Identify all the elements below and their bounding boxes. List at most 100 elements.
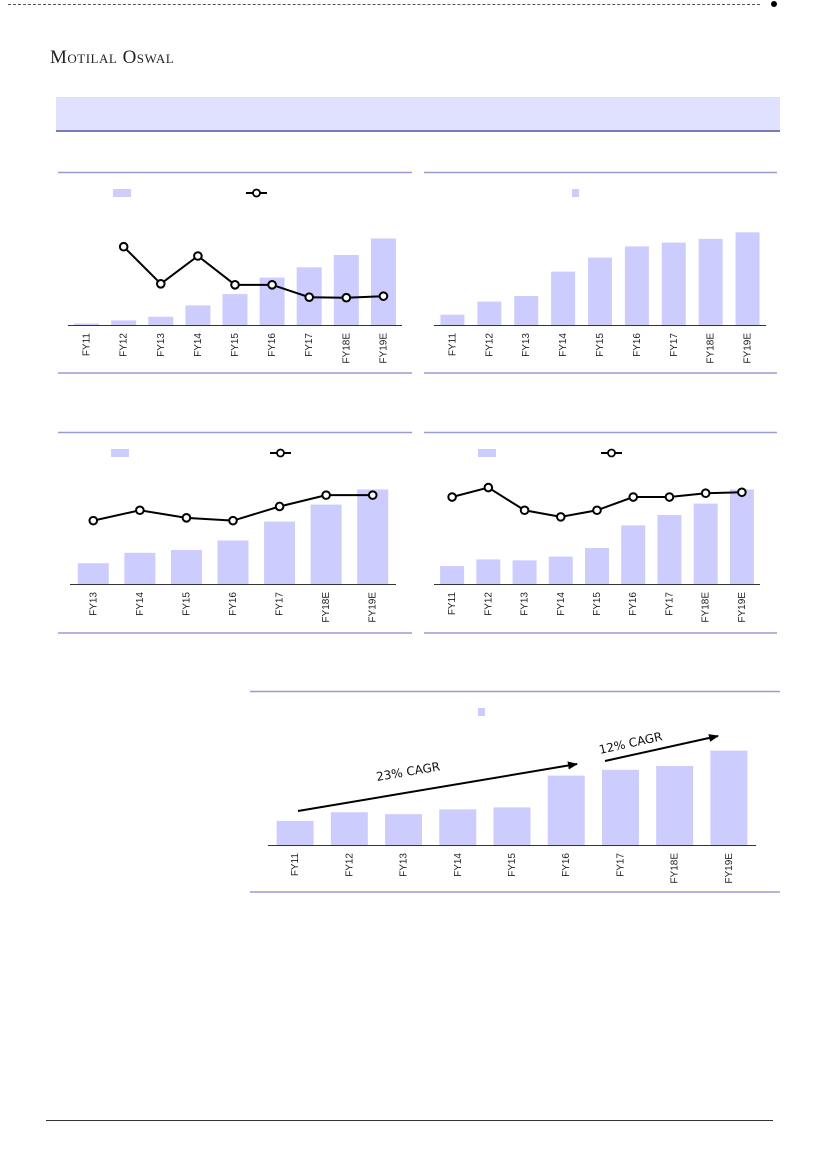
x-tick-label: FY12 bbox=[119, 333, 130, 357]
x-tick-label: FY11 bbox=[82, 333, 93, 357]
x-tick-label: FY15 bbox=[507, 853, 518, 877]
bar-FY15 bbox=[588, 257, 612, 325]
bar-FY19E bbox=[370, 238, 396, 325]
line-point bbox=[228, 515, 238, 526]
x-tick-label: FY19E bbox=[378, 333, 389, 364]
line-point bbox=[274, 501, 285, 512]
x-tick-label: FY12 bbox=[344, 853, 355, 877]
x-tick-label: FY11 bbox=[290, 853, 301, 877]
x-tick-label: FY18E bbox=[701, 592, 712, 623]
bar-FY19E bbox=[357, 489, 389, 584]
x-tick-label: FY18E bbox=[706, 333, 717, 364]
bar-FY17 bbox=[601, 769, 639, 845]
bar-FY14 bbox=[439, 809, 477, 845]
chart-svg: FY11 FY12 FY13 FY14 FY15 FY16 FY17 FY18E FY19E bbox=[424, 431, 777, 634]
bar-FY19E bbox=[729, 489, 754, 584]
chart-svg: FY11 FY12 FY13 FY14 FY15 FY16 FY17 FY18E FY19E bbox=[58, 171, 412, 374]
x-tick-label: FY13 bbox=[399, 853, 410, 877]
x-tick-label: FY15 bbox=[181, 592, 192, 616]
x-tick-label: FY14 bbox=[135, 592, 146, 616]
bar-FY16 bbox=[621, 525, 646, 584]
bar-FY15 bbox=[222, 294, 248, 325]
bar-FY11 bbox=[276, 820, 314, 845]
chart-panel-3: FY13 FY14 FY15 FY16 FY17 FY18E FY19E bbox=[58, 431, 412, 636]
x-tick-label: FY13 bbox=[88, 592, 99, 616]
line-point bbox=[700, 488, 711, 499]
footer-rule bbox=[46, 1120, 773, 1121]
x-tick-label: FY17 bbox=[615, 853, 626, 877]
bar-FY12 bbox=[477, 301, 502, 325]
chart-svg: FY11 FY12 FY13 FY14 FY15 FY16 FY17 FY18E FY19E bbox=[424, 171, 777, 374]
x-tick-label: FY15 bbox=[592, 592, 603, 616]
x-tick-label: FY19E bbox=[743, 333, 754, 364]
bar-FY16 bbox=[217, 540, 249, 584]
bar-FY16 bbox=[547, 775, 585, 845]
x-tick-label: FY18E bbox=[341, 333, 352, 364]
bar-FY11 bbox=[74, 323, 100, 325]
legend-line-marker bbox=[276, 448, 285, 458]
bar-FY14 bbox=[551, 271, 576, 325]
bar-FY13 bbox=[514, 295, 539, 325]
line-point bbox=[341, 292, 352, 303]
line-point bbox=[483, 482, 494, 493]
bar-FY15 bbox=[585, 548, 609, 584]
line-point bbox=[135, 505, 145, 516]
bar-FY12 bbox=[111, 320, 137, 325]
page-marker-dot bbox=[771, 1, 777, 7]
x-tick-label: FY14 bbox=[453, 853, 464, 877]
x-tick-label: FY16 bbox=[267, 333, 278, 357]
bar-FY13 bbox=[148, 316, 174, 325]
x-tick-label: FY17 bbox=[304, 333, 315, 357]
line-point bbox=[737, 487, 747, 498]
line-point bbox=[181, 513, 192, 523]
chart-svg: FY13 FY14 FY15 FY16 FY17 FY18E FY19E bbox=[58, 431, 412, 634]
cagr-label-2: 12% CAGR bbox=[598, 729, 664, 757]
x-tick-label: FY17 bbox=[275, 592, 286, 616]
bar-FY13 bbox=[385, 814, 423, 845]
x-tick-label: FY12 bbox=[483, 592, 494, 616]
x-tick-label: FY15 bbox=[595, 333, 606, 357]
line-point bbox=[155, 279, 166, 289]
chart-panel-1: FY11 FY12 FY13 FY14 FY15 FY16 FY17 FY18E FY19E bbox=[58, 171, 412, 376]
x-tick-label: FY19E bbox=[724, 853, 735, 884]
bar-FY19E bbox=[710, 750, 748, 845]
line-point bbox=[267, 280, 277, 290]
x-tick-label: FY19E bbox=[737, 592, 748, 623]
chart-panel-4: FY11 FY12 FY13 FY14 FY15 FY16 FY17 FY18E FY19E bbox=[424, 431, 777, 636]
legend-bar-swatch bbox=[113, 189, 131, 197]
bar-FY18E bbox=[656, 765, 694, 845]
bar-FY18E bbox=[693, 503, 718, 584]
cagr-arrow-1 bbox=[297, 761, 578, 812]
line-point bbox=[304, 292, 315, 302]
bar-FY11 bbox=[440, 566, 465, 584]
bar-FY12 bbox=[330, 812, 368, 845]
bar-FY17 bbox=[657, 514, 682, 584]
bar-FY15 bbox=[493, 807, 531, 845]
line-point bbox=[321, 490, 331, 500]
bar-FY13 bbox=[512, 560, 537, 584]
line-point bbox=[378, 291, 389, 301]
section-banner bbox=[56, 97, 780, 132]
x-tick-label: FY14 bbox=[558, 333, 569, 357]
x-tick-label: FY16 bbox=[228, 592, 239, 616]
x-tick-label: FY18E bbox=[670, 853, 681, 884]
legend-bar-swatch bbox=[478, 708, 485, 716]
line-point bbox=[193, 251, 203, 261]
chart-svg: FY11 FY12 FY13 FY14 FY15 FY16 FY17 FY18E FY19E 23… bbox=[250, 690, 780, 893]
line-point bbox=[118, 241, 129, 252]
x-tick-label: FY19E bbox=[368, 592, 379, 623]
chart-panel-2: FY11 FY12 FY13 FY14 FY15 FY16 FY17 FY18E FY19E bbox=[424, 171, 777, 376]
bar-FY17 bbox=[264, 521, 296, 584]
line-point bbox=[555, 512, 566, 522]
legend-bar-swatch bbox=[111, 449, 129, 457]
x-tick-label: FY13 bbox=[521, 333, 532, 357]
bar-FY19E bbox=[735, 232, 760, 325]
legend-bar-swatch bbox=[478, 449, 496, 457]
line-point bbox=[230, 280, 240, 290]
top-dashed-rule bbox=[8, 4, 760, 5]
bar-FY13 bbox=[77, 563, 109, 584]
cagr-arrow-2 bbox=[604, 734, 719, 762]
line-series bbox=[122, 246, 384, 299]
line-point bbox=[519, 505, 530, 516]
x-tick-label: FY13 bbox=[520, 592, 531, 616]
